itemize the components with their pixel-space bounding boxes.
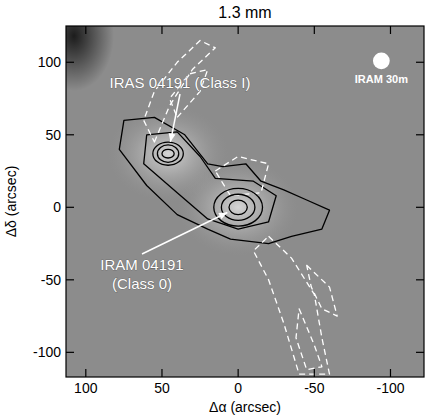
y-tick — [66, 352, 74, 353]
source-label: IRAM 04191 — [100, 256, 183, 273]
arrow-head — [218, 213, 227, 220]
y-tick-label: -100 — [33, 344, 61, 360]
y-tick — [66, 207, 74, 208]
y-tick — [66, 62, 74, 63]
x-tick — [390, 369, 391, 377]
x-tick-label: -100 — [376, 380, 404, 396]
beam-label: IRAM 30m — [355, 73, 408, 85]
contour — [253, 236, 329, 374]
y-tick — [66, 134, 74, 135]
contour — [144, 41, 216, 143]
chart: 100 50 0 -50 -100 100 50 0 -50 -100 1.3 mm Δα (arcs… — [0, 0, 430, 420]
contour-ellipse — [221, 194, 255, 220]
x-tick-label: 100 — [74, 380, 98, 396]
title: 1.3 mm — [218, 4, 271, 21]
arrow-line — [142, 213, 227, 254]
x-tick — [85, 26, 86, 34]
x-tick — [314, 26, 315, 34]
x-tick-label: 50 — [154, 380, 170, 396]
x-tick — [238, 369, 239, 377]
y-tick — [416, 279, 424, 280]
arrow-head — [169, 133, 176, 142]
y-tick-label: 0 — [53, 199, 61, 215]
annotations: IRAS 04191 (Class I) IRAM 04191 (Class 0) I… — [100, 73, 408, 292]
y-tick — [66, 279, 74, 280]
x-tick-label: 0 — [234, 380, 242, 396]
contour-ellipse — [214, 188, 263, 226]
contour — [119, 117, 329, 243]
y-axis-title: Δδ (arcsec) — [3, 166, 19, 238]
source-label: IRAS 04191 (Class I) — [110, 74, 251, 91]
beam — [373, 52, 390, 69]
x-axis-title: Δα (arcsec) — [209, 399, 281, 415]
y-tick — [416, 352, 424, 353]
x-tick-label: -50 — [304, 380, 324, 396]
contour — [296, 309, 322, 370]
x-tick — [390, 26, 391, 34]
contour — [307, 265, 338, 316]
contour-ellipse — [162, 149, 174, 158]
contour-ellipse — [153, 142, 183, 165]
x-tick — [314, 369, 315, 377]
x-tick — [161, 369, 162, 377]
map-background — [66, 26, 424, 377]
x-tick — [85, 369, 86, 377]
y-tick — [416, 207, 424, 208]
y-tick — [416, 134, 424, 135]
frame — [66, 26, 424, 377]
dark-region — [66, 26, 114, 91]
contour — [215, 157, 268, 196]
y-tick — [416, 62, 424, 63]
y-tick-label: 100 — [38, 54, 62, 70]
source-label: (Class 0) — [112, 275, 172, 292]
y-tick-label: 50 — [45, 127, 61, 143]
x-tick — [238, 26, 239, 34]
y-tick-label: -50 — [41, 272, 61, 288]
map-image — [66, 26, 424, 377]
contour-ellipse — [157, 145, 178, 162]
ticks: 100 50 0 -50 -100 100 50 0 -50 -100 — [33, 26, 424, 396]
contour — [144, 132, 277, 229]
emission-glow — [178, 159, 298, 255]
x-tick — [161, 26, 162, 34]
contour-ellipse — [229, 200, 247, 215]
